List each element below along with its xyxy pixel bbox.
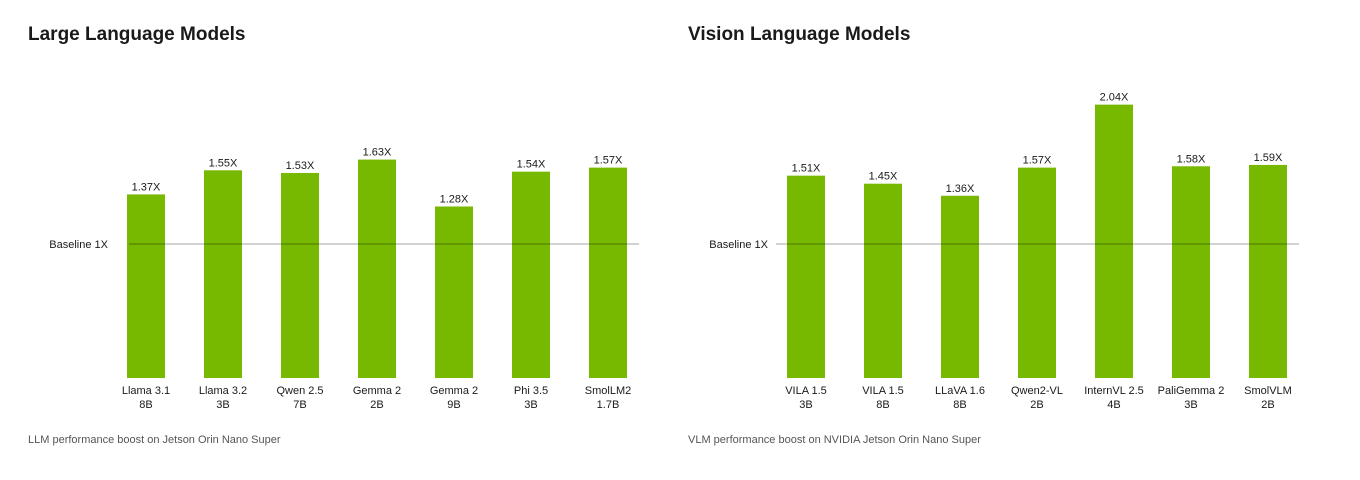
vlm-baseline-label: Baseline 1X bbox=[709, 239, 768, 251]
llm-data-label: 1.37X bbox=[132, 181, 161, 193]
llm-bar bbox=[589, 167, 627, 378]
vlm-bar bbox=[1095, 104, 1133, 378]
llm-category-sublabel: 8B bbox=[139, 399, 152, 411]
vlm-data-label: 1.57X bbox=[1023, 155, 1052, 167]
vlm-category-sublabel: 8B bbox=[876, 399, 889, 411]
llm-chart-caption: LLM performance boost on Jetson Orin Nan… bbox=[28, 434, 281, 446]
llm-category-sublabel: 3B bbox=[216, 399, 229, 411]
vlm-category-sublabel: 8B bbox=[953, 399, 966, 411]
vlm-data-label: 1.59X bbox=[1254, 152, 1283, 164]
vlm-category-sublabel: 2B bbox=[1261, 399, 1274, 411]
llm-category-sublabel: 3B bbox=[524, 399, 537, 411]
llm-bar bbox=[435, 206, 473, 378]
vlm-category-label: PaliGemma 2 bbox=[1158, 385, 1225, 397]
vlm-data-label: 1.51X bbox=[792, 163, 821, 175]
vlm-data-label: 1.58X bbox=[1177, 153, 1206, 165]
vlm-bar bbox=[1249, 164, 1287, 378]
vlm-category-sublabel: 3B bbox=[799, 399, 812, 411]
llm-category-label: Phi 3.5 bbox=[514, 385, 548, 397]
vlm-data-label: 1.45X bbox=[869, 171, 898, 183]
vlm-bar bbox=[941, 195, 979, 378]
llm-category-label: SmolLM2 bbox=[585, 385, 631, 397]
vlm-category-label: LLaVA 1.6 bbox=[935, 385, 985, 397]
llm-bar bbox=[204, 170, 242, 378]
llm-bar bbox=[281, 172, 319, 378]
vlm-bar bbox=[1172, 166, 1210, 378]
llm-category-label: Llama 3.2 bbox=[199, 385, 247, 397]
vlm-chart-caption: VLM performance boost on NVIDIA Jetson O… bbox=[688, 434, 981, 446]
vlm-category-sublabel: 4B bbox=[1107, 399, 1120, 411]
vlm-data-label: 1.36X bbox=[946, 183, 975, 195]
vlm-chart-title: Vision Language Models bbox=[688, 24, 911, 45]
vlm-category-label: Qwen2-VL bbox=[1011, 385, 1063, 397]
llm-data-label: 1.54X bbox=[517, 159, 546, 171]
llm-data-label: 1.57X bbox=[594, 155, 623, 167]
vlm-category-sublabel: 3B bbox=[1184, 399, 1197, 411]
vlm-data-label: 2.04X bbox=[1100, 92, 1129, 104]
vlm-category-label: InternVL 2.5 bbox=[1084, 385, 1144, 397]
vlm-category-label: VILA 1.5 bbox=[862, 385, 904, 397]
vlm-bar bbox=[864, 183, 902, 378]
llm-bar bbox=[358, 159, 396, 378]
llm-category-sublabel: 2B bbox=[370, 399, 383, 411]
vlm-bar bbox=[1018, 167, 1056, 378]
vlm-bar bbox=[787, 175, 825, 378]
llm-category-sublabel: 1.7B bbox=[597, 399, 620, 411]
llm-category-label: Llama 3.1 bbox=[122, 385, 170, 397]
llm-category-label: Gemma 2 bbox=[430, 385, 478, 397]
llm-bar bbox=[512, 171, 550, 378]
llm-category-sublabel: 7B bbox=[293, 399, 306, 411]
llm-chart-title: Large Language Models bbox=[28, 24, 246, 45]
llm-data-label: 1.55X bbox=[209, 157, 238, 169]
llm-data-label: 1.63X bbox=[363, 147, 392, 159]
llm-data-label: 1.28X bbox=[440, 193, 469, 205]
llm-data-label: 1.53X bbox=[286, 160, 315, 172]
llm-bar bbox=[127, 194, 165, 378]
llm-baseline-label: Baseline 1X bbox=[49, 239, 108, 251]
vlm-category-label: SmolVLM bbox=[1244, 385, 1292, 397]
llm-category-sublabel: 9B bbox=[447, 399, 460, 411]
vlm-category-sublabel: 2B bbox=[1030, 399, 1043, 411]
llm-category-label: Gemma 2 bbox=[353, 385, 401, 397]
llm-category-label: Qwen 2.5 bbox=[276, 385, 323, 397]
vlm-category-label: VILA 1.5 bbox=[785, 385, 827, 397]
